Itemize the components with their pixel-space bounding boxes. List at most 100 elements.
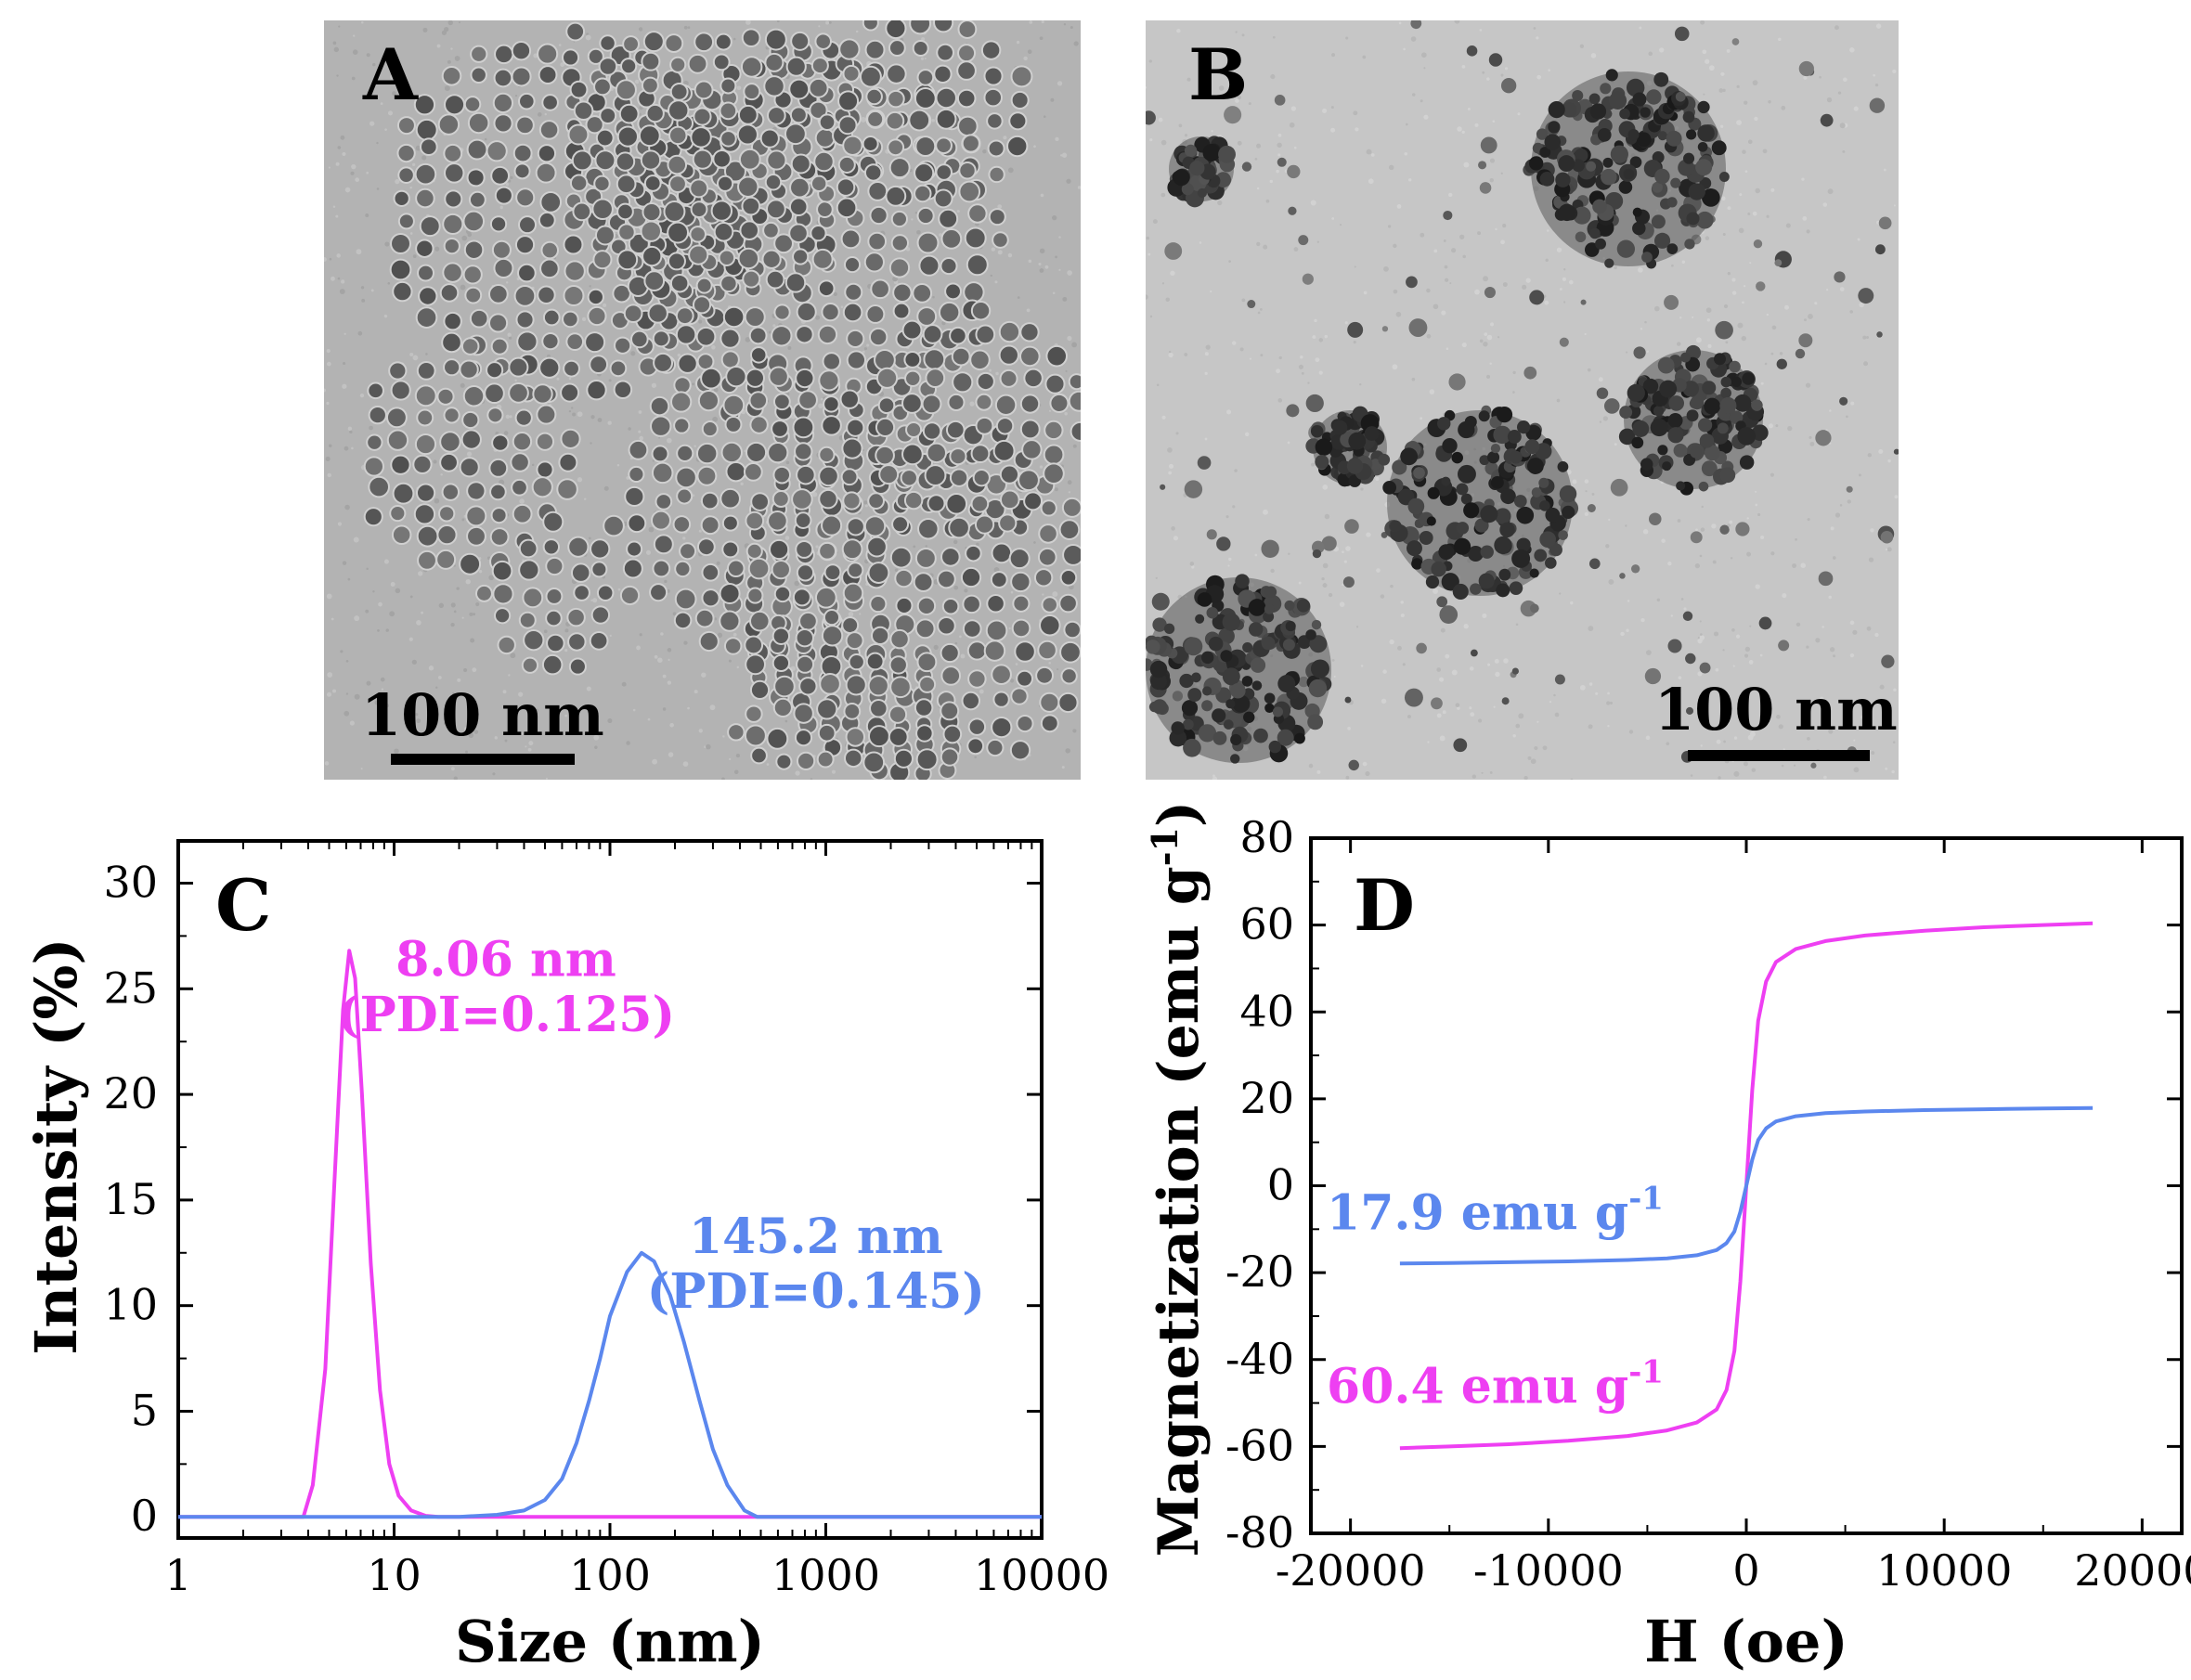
nanoparticle [720, 77, 737, 95]
grain-dot [636, 645, 641, 651]
nanoparticle [390, 233, 411, 254]
grain-dot [1039, 248, 1045, 254]
nanoparticle [587, 288, 604, 306]
grain-dot [1033, 145, 1036, 149]
grain-dot [564, 628, 569, 633]
grain-dot [667, 647, 672, 653]
chart-d-vsm: -20000 -10000 0 10000 20000 -80 -60 -40 -20 0 20 40… [1144, 801, 2191, 1675]
nanoparticle [486, 140, 508, 162]
grain-dot [682, 536, 686, 540]
grain-dot [969, 401, 975, 407]
nanoparticle [613, 336, 632, 355]
grain-dot [575, 710, 579, 714]
grain-dot [447, 20, 453, 26]
nanoparticle [675, 306, 694, 326]
nanoparticle [668, 174, 687, 194]
grain-dot [677, 353, 681, 357]
grain-dot [913, 545, 916, 549]
grain-dot [1054, 487, 1058, 492]
grain-dot [979, 689, 984, 694]
grain-dot [327, 672, 333, 678]
grain-dot [825, 20, 830, 25]
grain-dot [366, 53, 370, 58]
y-tick-label-d: -40 [1225, 1334, 1294, 1384]
tem-image-panel-a: A 100 nm [324, 20, 1081, 780]
nanoparticle [517, 263, 537, 283]
nanoparticle [784, 272, 807, 293]
grain-dot [855, 30, 859, 33]
grain-dot [651, 382, 657, 388]
grain-dot [932, 295, 935, 299]
grain-dot [581, 317, 587, 321]
annotation-d: 60.4 emu g-1 [1327, 1354, 1664, 1415]
nanoparticle [538, 356, 561, 379]
grain-dot [461, 235, 468, 241]
nanoparticle [592, 250, 613, 270]
nanoparticle [741, 196, 761, 216]
nanoparticle [537, 43, 559, 65]
nanoparticle [467, 111, 490, 135]
x-axis-label-d: H (oe) [1644, 1608, 1848, 1675]
nanoparticle [688, 244, 709, 265]
nanoparticle [743, 83, 761, 101]
grain-dot [381, 688, 384, 691]
grain-dot [324, 761, 330, 766]
nanoparticle [766, 149, 787, 171]
nanoparticle [515, 187, 536, 208]
nanoparticle [912, 282, 933, 304]
nanoparticle [415, 187, 435, 209]
x-tick-label-d: -10000 [1473, 1545, 1624, 1596]
nanoparticle [513, 285, 537, 307]
grain-dot [586, 686, 591, 691]
grain-dot [1073, 41, 1079, 46]
nanoparticle [443, 143, 463, 163]
grain-dot [1044, 265, 1049, 269]
nanoparticle [764, 52, 784, 72]
grain-dot [924, 58, 927, 60]
grain-dot [349, 720, 355, 726]
nanoparticle [609, 359, 628, 378]
annotation-d-text: 60.4 emu g [1327, 1359, 1628, 1415]
grain-dot [1065, 748, 1070, 754]
grain-dot [593, 734, 600, 741]
y-tick-label-c: 30 [103, 858, 158, 908]
y-tick-label-c: 25 [103, 963, 158, 1013]
grain-dot [422, 27, 428, 32]
nanoparticle [843, 256, 862, 274]
grain-dot [590, 415, 595, 420]
y-tick-label-c: 10 [103, 1280, 158, 1330]
nanoparticle [811, 248, 834, 270]
grain-dot [332, 689, 337, 693]
grain-dot [558, 44, 562, 46]
nanoparticle [417, 264, 435, 282]
grain-dot [732, 632, 737, 637]
nanoparticle [916, 306, 938, 327]
nanoparticle [764, 174, 783, 191]
nanoparticle [940, 227, 963, 250]
grain-dot [933, 644, 939, 650]
grain-dot [502, 690, 507, 694]
grain-dot [1041, 20, 1044, 24]
nanoparticle [487, 313, 509, 333]
y-axis-label-d-sup: -1 [1144, 827, 1186, 866]
nanoparticle [487, 284, 509, 304]
grain-dot [333, 46, 340, 53]
grain-dot [380, 102, 383, 105]
grain-dot [692, 382, 695, 386]
grain-dot [392, 91, 396, 96]
nanoparticle [598, 57, 618, 76]
grain-dot [331, 617, 334, 621]
grain-dot [714, 617, 718, 621]
nanoparticle [738, 148, 761, 171]
nanoparticle [640, 220, 663, 242]
grain-dot [916, 229, 921, 235]
nanoparticle [765, 269, 785, 290]
grain-dot [440, 473, 443, 476]
grain-dot [443, 720, 449, 726]
grain-dot [326, 593, 332, 600]
grain-dot [450, 47, 453, 50]
grain-dot [444, 27, 449, 32]
nanoparticle [494, 186, 513, 205]
grain-dot [372, 62, 376, 67]
grain-dot [1026, 308, 1031, 313]
